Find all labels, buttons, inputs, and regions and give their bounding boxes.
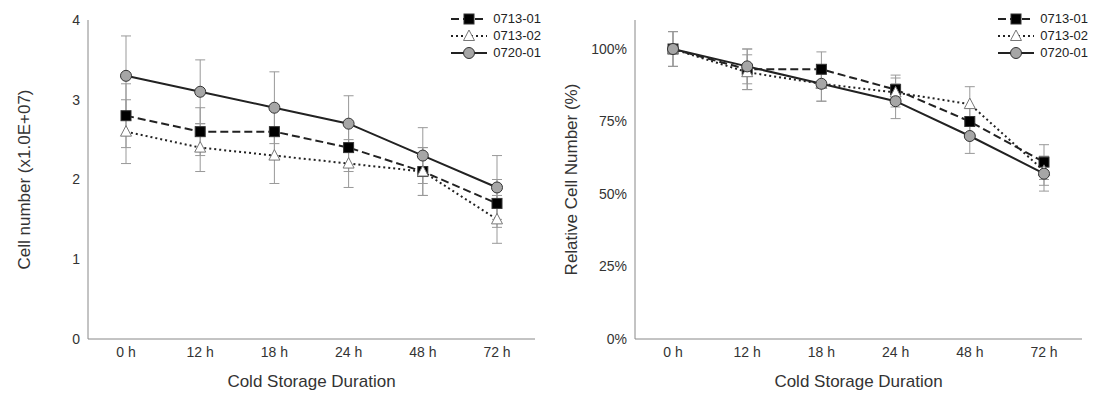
- svg-text:72 h: 72 h: [1030, 344, 1057, 360]
- svg-text:48 h: 48 h: [409, 344, 436, 360]
- svg-text:0 h: 0 h: [663, 344, 682, 360]
- svg-text:Cell number (x1.0E+07): Cell number (x1.0E+07): [15, 89, 34, 269]
- svg-text:0: 0: [72, 331, 80, 347]
- html-text:0720-01: 0720-01: [493, 45, 541, 60]
- html-text:0713-02: 0713-02: [493, 28, 541, 43]
- svg-text:0 h: 0 h: [116, 344, 135, 360]
- svg-text:18 h: 18 h: [261, 344, 288, 360]
- svg-text:72 h: 72 h: [483, 344, 510, 360]
- svg-text:25%: 25%: [599, 258, 627, 274]
- svg-text:100%: 100%: [591, 41, 627, 57]
- svg-text:0%: 0%: [607, 331, 627, 347]
- svg-text:50%: 50%: [599, 186, 627, 202]
- svg-text:18 h: 18 h: [808, 344, 835, 360]
- svg-text:2: 2: [72, 171, 80, 187]
- svg-text:3: 3: [72, 92, 80, 108]
- svg-text:24 h: 24 h: [882, 344, 909, 360]
- svg-text:Cold Storage Duration: Cold Storage Duration: [227, 372, 395, 391]
- svg-text:75%: 75%: [599, 113, 627, 129]
- html-text:0720-01: 0720-01: [1040, 45, 1088, 60]
- html-text:0713-02: 0713-02: [1040, 28, 1088, 43]
- svg-text:12 h: 12 h: [734, 344, 761, 360]
- svg-text:4: 4: [72, 12, 80, 28]
- html-text:0713-01: 0713-01: [1040, 11, 1088, 26]
- html-text:0713-01: 0713-01: [493, 11, 541, 26]
- svg-text:Relative Cell Number (%): Relative Cell Number (%): [562, 84, 581, 276]
- svg-text:48 h: 48 h: [956, 344, 983, 360]
- svg-text:1: 1: [72, 251, 80, 267]
- svg-text:24 h: 24 h: [335, 344, 362, 360]
- svg-text:12 h: 12 h: [187, 344, 214, 360]
- svg-text:Cold Storage Duration: Cold Storage Duration: [774, 372, 942, 391]
